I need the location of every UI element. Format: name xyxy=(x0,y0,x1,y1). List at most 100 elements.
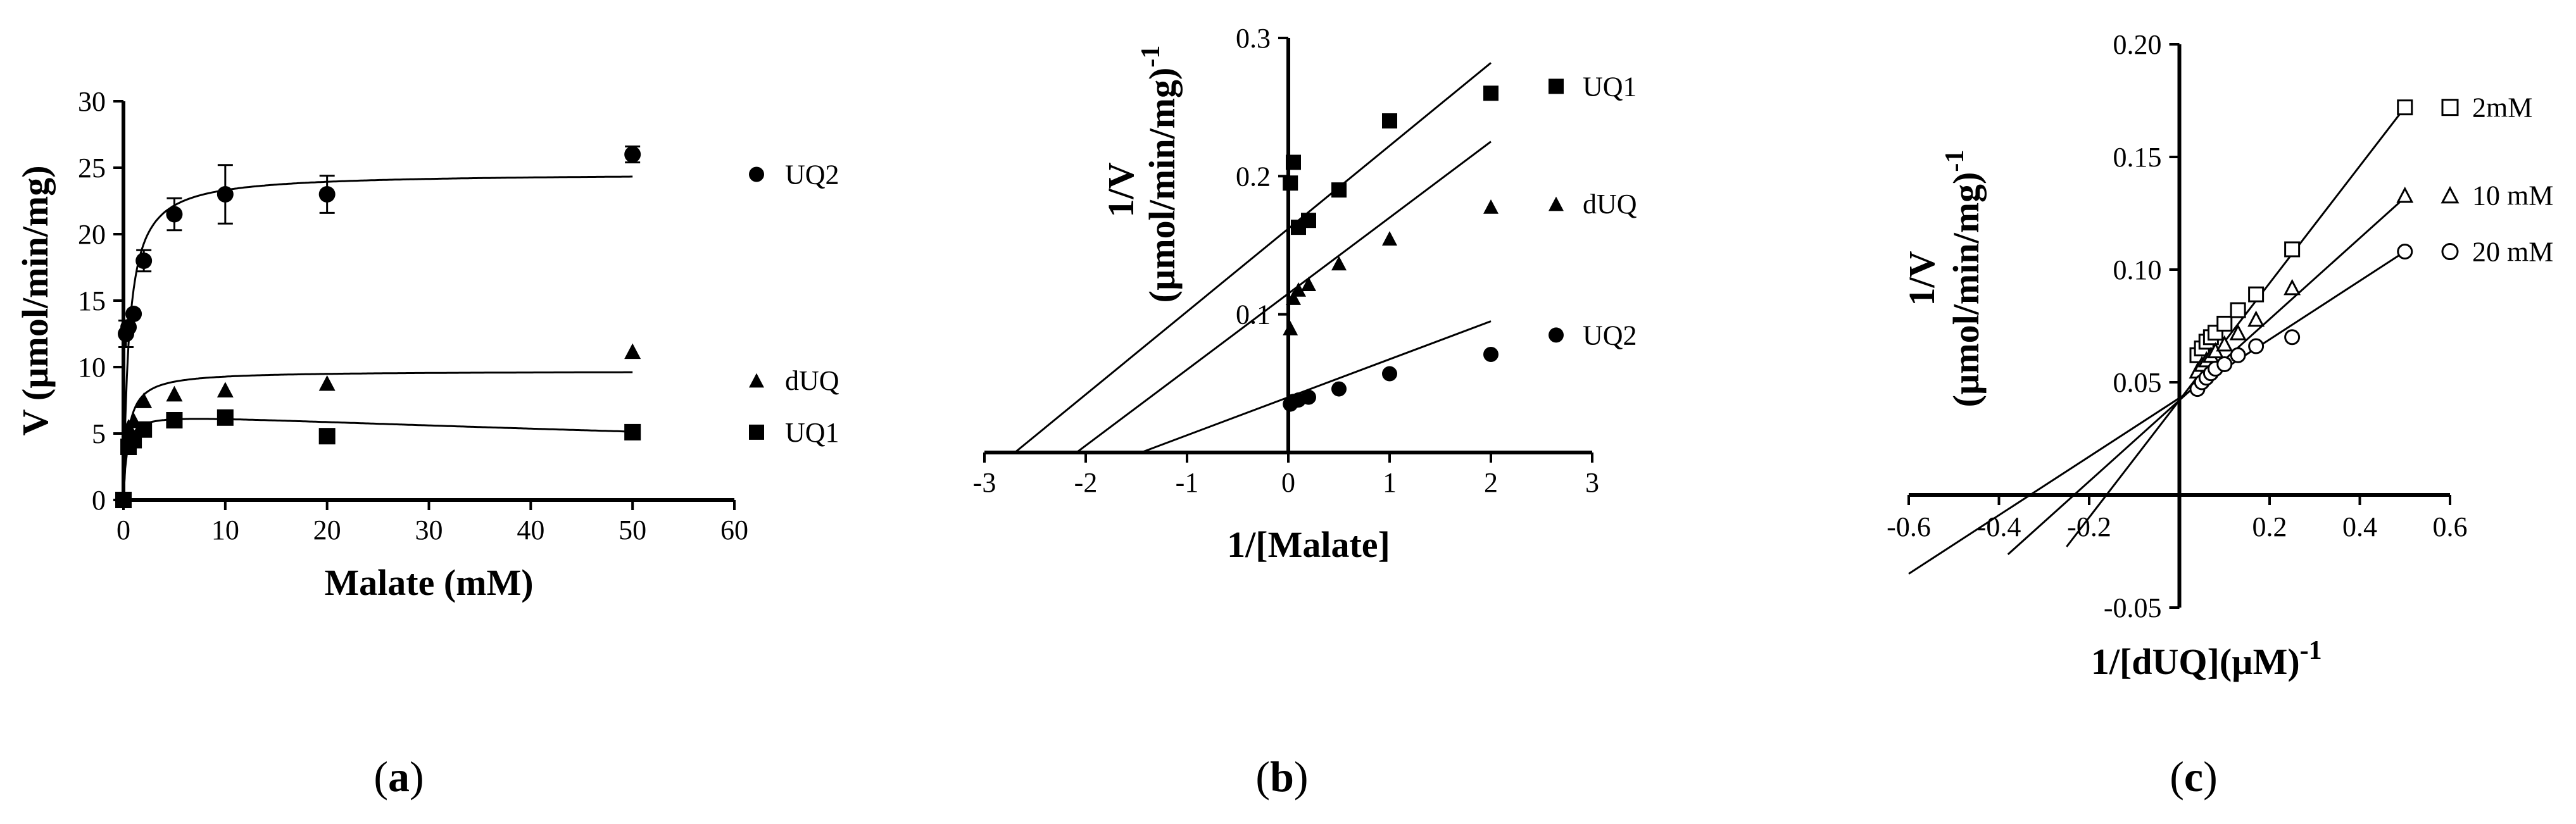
panel-b-y-axis-unit: (µmol/min/mg) xyxy=(1141,68,1183,303)
panel-b-x-axis-title: 1/[Malate] xyxy=(1227,524,1390,565)
panel-c-y-axis-unit: (µmol/min/mg) xyxy=(1945,172,1987,408)
panel-a-x-tick-label: 50 xyxy=(619,515,646,546)
panel-c-fit-2mM xyxy=(2066,106,2406,547)
panel-b-y-axis-title-line1: 1/V xyxy=(1100,162,1141,217)
panel-c-legend-label-10 mM: 10 mM xyxy=(2472,180,2553,211)
panel-c-point-10 mM xyxy=(2229,324,2247,340)
panel-b-x-tick-label: -1 xyxy=(1176,467,1199,498)
panel-a-point-dUQ xyxy=(135,392,153,408)
panel-c-y-axis-sup: -1 xyxy=(1940,150,1970,172)
panel-c-y-tick-label: 0.10 xyxy=(2113,254,2162,285)
panel-c-x-tick-label: 0.6 xyxy=(2433,511,2468,542)
panel-b-y-axis-title-line2: (µmol/min/mg)-1 xyxy=(1136,46,1183,303)
panel-a-point-UQ1 xyxy=(318,428,336,445)
panel-a-fit-UQ2 xyxy=(122,175,633,501)
panel-c-chart: -0.050.050.100.150.20-0.6 -0.4 -0.2 0.2 0.4 0… xyxy=(1887,29,2553,801)
panel-c-label: (c) xyxy=(2170,752,2218,801)
panel-a-point-UQ1 xyxy=(166,412,183,428)
panel-a-fit-dUQ xyxy=(122,371,633,501)
panel-a-point-UQ2 xyxy=(217,186,234,203)
panel-a-x-tick-label: 20 xyxy=(313,515,341,546)
panel-a-point-dUQ xyxy=(166,385,183,402)
panel-a-legend-label-UQ2: UQ2 xyxy=(785,159,839,190)
panel-c-point-2mM xyxy=(2216,315,2233,332)
panel-c-y-tick-label: 0.05 xyxy=(2113,367,2162,398)
panel-c-label-letter: c xyxy=(2184,752,2203,801)
panel-a-point-UQ2 xyxy=(624,146,641,163)
panel-a-point-dUQ xyxy=(318,375,336,391)
panel-c-point-20 mM xyxy=(2248,338,2265,354)
panel-a-point-UQ1 xyxy=(217,409,234,426)
panel-c-point-2mM xyxy=(2397,99,2413,116)
panel-b-point-dUQ xyxy=(1283,321,1298,335)
panel-a-x-tick-label: 60 xyxy=(720,515,748,546)
panel-c-x-axis-sup: -1 xyxy=(2300,636,2322,665)
panel-b-point-UQ1 xyxy=(1286,154,1301,170)
panel-b-point-UQ1 xyxy=(1283,175,1298,191)
panel-a-y-tick-label: 0 xyxy=(92,485,106,516)
panel-a-chart: 0 5 10 15 20 25 30 0 10 20 30 40 50 60 Malate (mM) V (µ… xyxy=(15,86,839,801)
panel-b-x-tick-label: 2 xyxy=(1484,467,1498,498)
panel-a-legend-label-dUQ: dUQ xyxy=(785,365,839,396)
panel-b-x-tick-label: 0 xyxy=(1281,467,1295,498)
panel-b-x-tick-label: 3 xyxy=(1585,467,1599,498)
panel-c-point-10 mM xyxy=(2284,278,2301,296)
panel-c-point-20 mM xyxy=(2230,347,2246,363)
panel-a-y-tick-label: 20 xyxy=(78,219,106,250)
panel-a-label-open: ( xyxy=(374,752,388,801)
panel-a-x-tick-label: 40 xyxy=(517,515,544,546)
panel-a-label-letter: a xyxy=(388,752,410,801)
panel-b-point-dUQ xyxy=(1382,231,1397,246)
panel-a-y-tick-label: 15 xyxy=(78,285,106,316)
panel-b-legend-label-dUQ: dUQ xyxy=(1583,189,1637,220)
panel-b-legend-marker-UQ2 xyxy=(1549,327,1564,343)
panel-a-point-UQ2 xyxy=(318,186,336,203)
panel-c-point-10 mM xyxy=(2247,310,2265,327)
panel-b-point-UQ2 xyxy=(1301,389,1316,405)
panel-b-fit-UQ2 xyxy=(1141,320,1492,454)
panel-c-legend-label-2mM: 2mM xyxy=(2472,92,2532,123)
panel-b-y-tick-label: 0.1 xyxy=(1236,299,1271,330)
panel-b-point-dUQ xyxy=(1286,290,1301,305)
panel-b-point-UQ1 xyxy=(1382,113,1397,128)
panel-a-label: (a) xyxy=(374,752,424,801)
panel-c-label-open: ( xyxy=(2170,752,2184,801)
panel-c-point-10 mM xyxy=(2216,335,2234,352)
panel-a-point-UQ2 xyxy=(120,319,137,335)
panel-b-label-close: ) xyxy=(1294,752,1309,801)
panel-a-x-axis-title: Malate (mM) xyxy=(324,562,533,603)
panel-c-y-tick-label: 0.15 xyxy=(2113,142,2162,173)
panel-b-point-dUQ xyxy=(1331,256,1347,271)
panel-b-point-UQ2 xyxy=(1483,346,1498,362)
panel-c-legend-marker-20 mM xyxy=(2441,243,2459,261)
panel-b-point-dUQ xyxy=(1483,199,1498,214)
panel-c-point-20 mM xyxy=(2284,329,2301,346)
panel-b-label-letter: b xyxy=(1270,752,1294,801)
panel-b-legend-marker-UQ1 xyxy=(1549,78,1564,94)
panel-b-point-UQ2 xyxy=(1382,366,1397,382)
panel-b-point-UQ1 xyxy=(1483,85,1498,101)
panel-a-legend-label-UQ1: UQ1 xyxy=(785,417,839,448)
panel-b-fit-dUQ xyxy=(1075,140,1492,454)
panel-a-x-tick-label: 0 xyxy=(116,515,130,546)
panel-c-legend-marker-10 mM xyxy=(2441,185,2460,204)
panel-a-legend-marker-UQ1 xyxy=(749,424,764,440)
panel-c-x-axis-main: 1/[dUQ](µM) xyxy=(2091,641,2300,682)
panel-b-label-open: ( xyxy=(1255,752,1270,801)
panel-c-x-axis-title: 1/[dUQ](µM)-1 xyxy=(2091,636,2322,682)
panel-b-point-UQ1 xyxy=(1331,182,1347,198)
panel-a-y-tick-label: 30 xyxy=(78,86,106,117)
panel-c-x-tick-label: -0.6 xyxy=(1887,511,1931,542)
panel-a-point-dUQ xyxy=(624,343,641,359)
panel-b-y-tick-label: 0.2 xyxy=(1236,161,1271,192)
panel-c-legend-marker-2mM xyxy=(2441,99,2459,116)
panel-c-y-axis-title-line1: 1/V xyxy=(1901,251,1942,306)
panel-a-point-UQ1 xyxy=(115,492,132,508)
panel-c-point-10 mM xyxy=(2396,186,2414,203)
panel-a-x-tick-label: 30 xyxy=(415,515,443,546)
panel-c-y-tick-label: 0.20 xyxy=(2113,29,2162,60)
panel-b-legend-label-UQ1: UQ1 xyxy=(1583,71,1637,102)
panel-a-point-UQ2 xyxy=(166,206,183,223)
panel-b-chart: 0.1 0.2 0.3 -3 -2 -1 0 1 2 3 1/[Malate] 1/V (µmol/mi… xyxy=(973,23,1637,801)
